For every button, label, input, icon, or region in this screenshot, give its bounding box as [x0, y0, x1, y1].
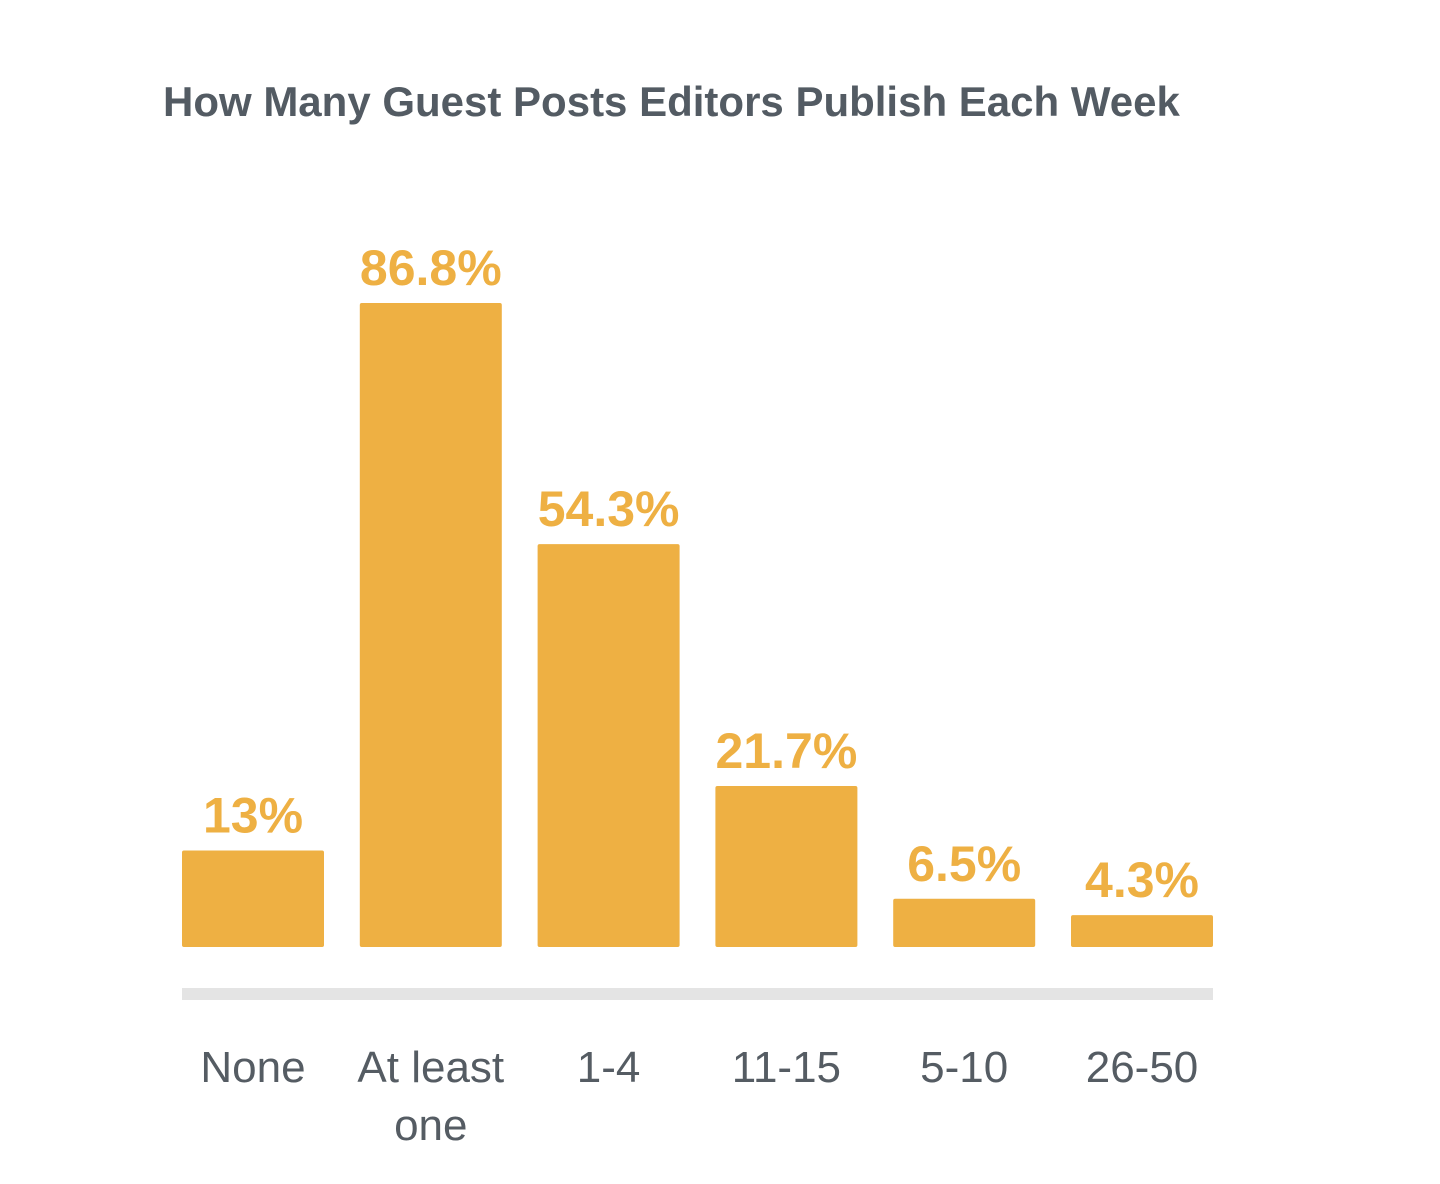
bar [1071, 915, 1213, 947]
bar [715, 786, 858, 947]
bar [893, 898, 1036, 947]
bar-value-label: 13% [203, 788, 303, 844]
bar [359, 303, 502, 947]
x-tick-label: 5-10 [920, 1043, 1008, 1092]
value-labels: 13% 86.8% 54.3% 21.7% 6.5% 4.3% [203, 240, 1199, 908]
bar-value-label: 6.5% [907, 836, 1021, 892]
x-tick-label: None [200, 1043, 305, 1092]
bar-value-label: 54.3% [538, 481, 680, 537]
x-tick-label: At least [357, 1043, 504, 1092]
bar [182, 850, 324, 947]
bar-value-label: 86.8% [360, 240, 502, 296]
x-tick-labels: None At least one 1-4 11-15 5-10 26-50 [200, 1043, 1198, 1150]
x-tick-label: 1-4 [577, 1043, 641, 1092]
x-tick-label: one [394, 1101, 467, 1150]
x-tick-label: 26-50 [1086, 1043, 1199, 1092]
bars [182, 303, 1213, 947]
bar-value-label: 21.7% [716, 723, 858, 779]
x-axis-line [182, 988, 1213, 1000]
bar [537, 544, 680, 947]
x-tick-label: 11-15 [732, 1043, 841, 1092]
bar-value-label: 4.3% [1085, 852, 1199, 908]
chart-title: How Many Guest Posts Editors Publish Eac… [163, 78, 1180, 125]
